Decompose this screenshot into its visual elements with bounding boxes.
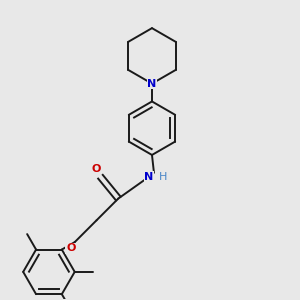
Text: N: N: [144, 172, 154, 182]
Text: H: H: [159, 172, 167, 182]
Text: O: O: [66, 243, 75, 253]
Text: N: N: [147, 79, 157, 88]
Text: O: O: [92, 164, 101, 174]
